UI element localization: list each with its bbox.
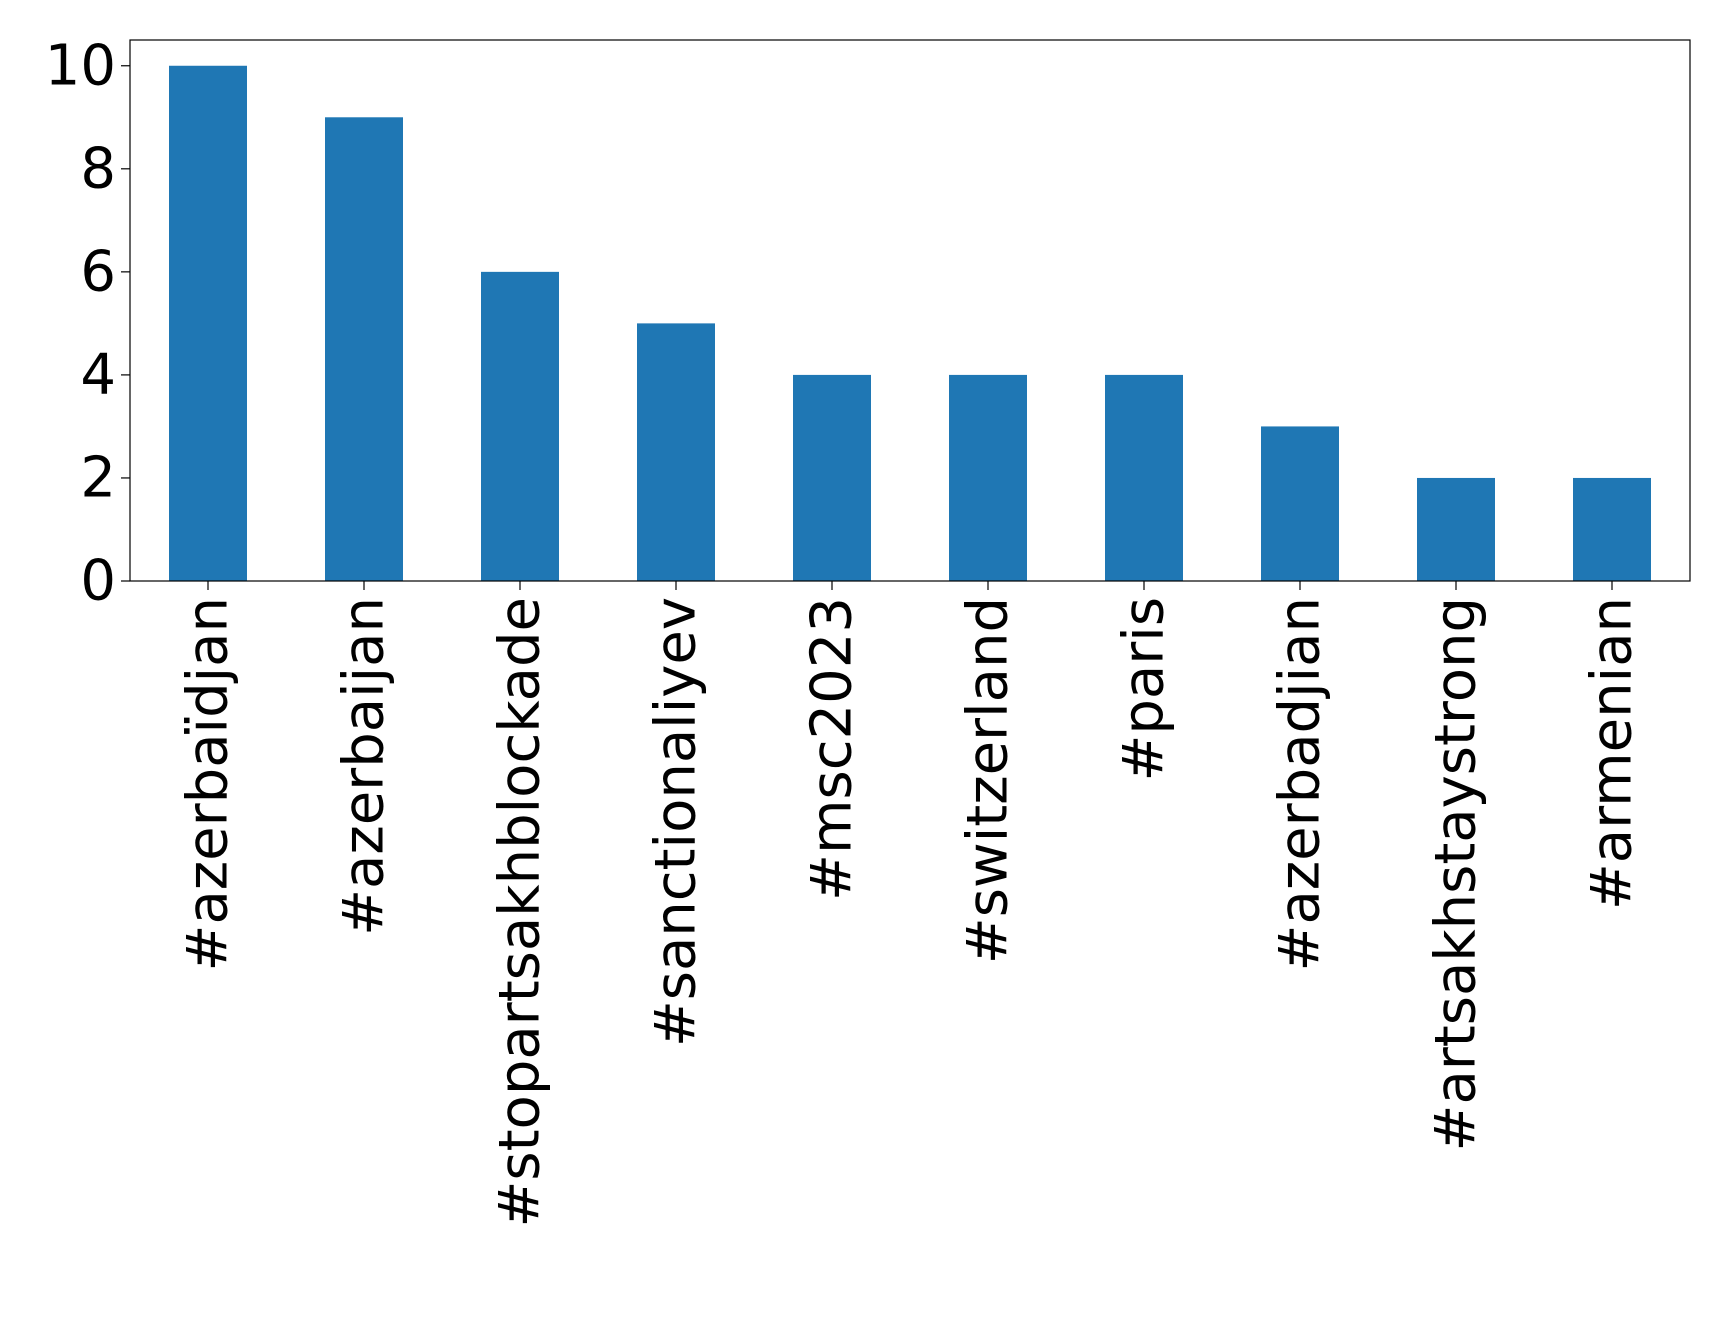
x-tick-label-8: #artsakhstaystrong [1424, 597, 1489, 1151]
bars-group [169, 65, 1651, 582]
y-tick-label-1: 2 [80, 445, 116, 510]
y-tick-label-4: 8 [80, 136, 116, 201]
x-tick-label-0: #azerbaïdjan [176, 597, 241, 971]
bar-6 [1105, 374, 1183, 581]
bar-8 [1417, 477, 1495, 581]
bar-9 [1573, 477, 1651, 581]
x-tick-label-5: #switzerland [956, 597, 1021, 964]
y-tick-label-3: 6 [80, 239, 116, 304]
bar-5 [949, 374, 1027, 581]
y-tick-label-2: 4 [80, 342, 116, 407]
x-tick-label-6: #paris [1112, 597, 1177, 782]
bar-1 [325, 117, 403, 582]
x-tick-label-4: #msc2023 [800, 597, 865, 901]
y-tick-label-5: 10 [45, 33, 116, 98]
x-tick-label-1: #azerbaijan [332, 597, 397, 936]
y-axis-ticks: 0 2 4 6 8 10 [45, 33, 130, 614]
x-tick-label-3: #sanctionaliyev [644, 597, 709, 1047]
bar-3 [637, 323, 715, 581]
x-axis-ticks: #azerbaïdjan #azerbaijan #stopartsakhblock… [176, 581, 1645, 1228]
x-tick-label-2: #stopartsakhblockade [488, 597, 553, 1228]
y-tick-label-0: 0 [80, 549, 116, 614]
bar-7 [1261, 426, 1339, 581]
bar-0 [169, 65, 247, 581]
plot-frame [129, 39, 1691, 582]
bar-4 [793, 374, 871, 581]
bar-2 [481, 271, 559, 581]
x-tick-label-7: #azerbadjian [1268, 597, 1333, 971]
x-tick-label-9: #armenian [1580, 597, 1645, 910]
